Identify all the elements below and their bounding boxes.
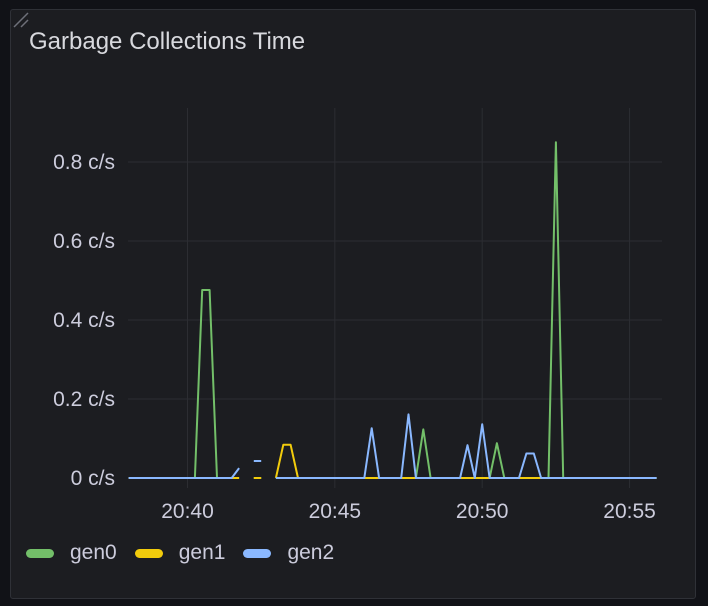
resize-handle-icon[interactable]: [11, 10, 29, 28]
legend-label: gen2: [287, 541, 335, 564]
x-tick-label: 20:45: [309, 500, 362, 523]
legend-label: gen1: [178, 541, 226, 564]
y-tick-label: 0.6 c/s: [53, 230, 115, 253]
panel-title: Garbage Collections Time: [29, 28, 306, 55]
series-line-gen0: [128, 289, 240, 479]
series-line-gen0: [275, 141, 657, 479]
series-line-gen2: [128, 467, 240, 479]
x-tick-label: 20:55: [603, 500, 656, 523]
x-tick-label: 20:50: [456, 500, 509, 523]
legend: gen0 gen1 gen2: [26, 541, 352, 565]
panel: Garbage Collections Time: [10, 9, 696, 599]
legend-label: gen0: [70, 541, 117, 564]
legend-swatch: [26, 548, 54, 558]
y-tick-label: 0.4 c/s: [53, 309, 115, 332]
series-line-gen2: [275, 413, 657, 479]
y-tick-label: 0.8 c/s: [53, 151, 115, 174]
x-tick-label: 20:40: [161, 500, 214, 523]
legend-swatch: [134, 548, 163, 558]
legend-item-gen0[interactable]: gen0: [26, 541, 117, 565]
y-tick-label: 0 c/s: [71, 467, 115, 490]
legend-item-gen2[interactable]: gen2: [243, 541, 334, 565]
legend-item-gen1[interactable]: gen1: [134, 541, 226, 565]
legend-swatch: [243, 548, 272, 558]
y-tick-label: 0.2 c/s: [53, 388, 115, 411]
